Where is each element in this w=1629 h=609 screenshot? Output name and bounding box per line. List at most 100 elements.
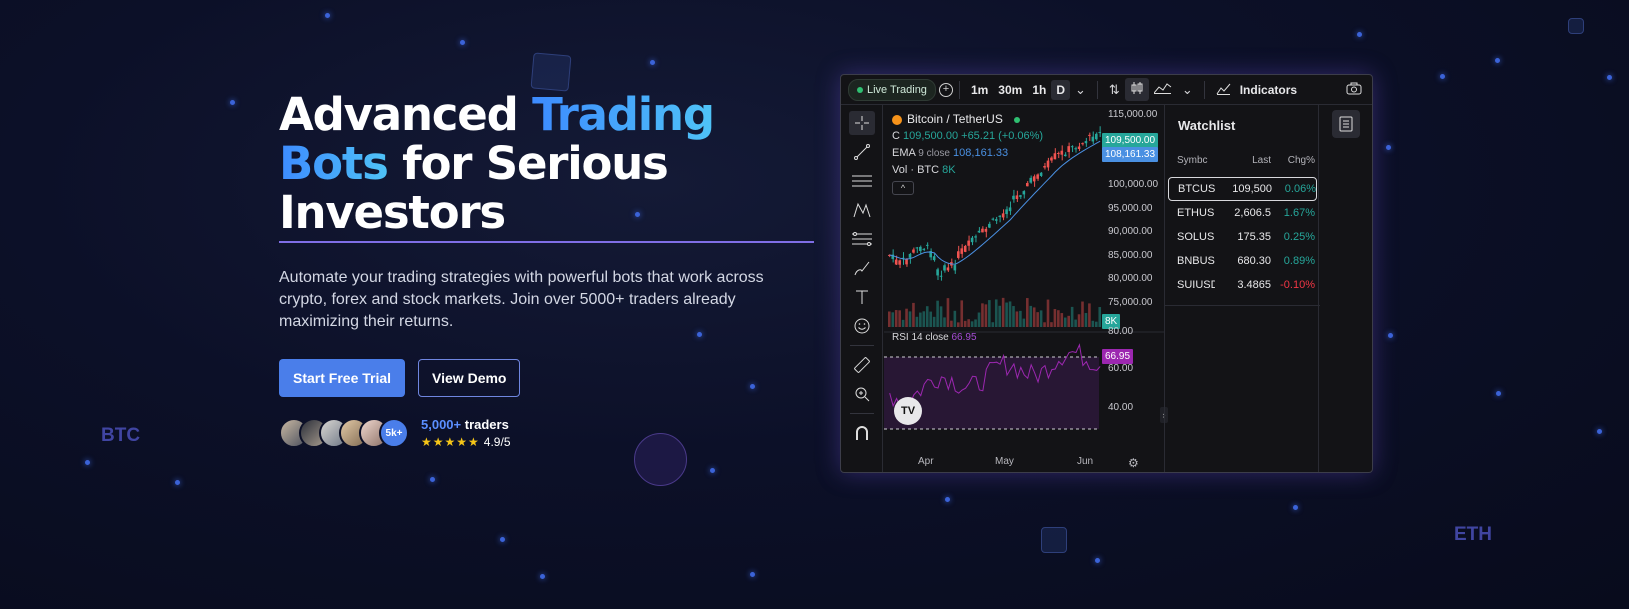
emoji-icon[interactable] <box>849 314 875 338</box>
hero-buttons: Start Free Trial View Demo <box>279 359 819 397</box>
candle-body <box>908 253 912 258</box>
watchlist-row[interactable]: ETHUSDT 2,606.5 1.67% <box>1168 201 1317 225</box>
watchlist-row[interactable]: BNBUSDT 680.30 0.89% <box>1168 249 1317 273</box>
candle-body <box>898 260 901 265</box>
timeframe-1m[interactable]: 1m <box>970 82 989 97</box>
candle-body <box>915 247 919 249</box>
candle-body <box>888 254 891 256</box>
volume-bar <box>1067 315 1070 327</box>
candle-body <box>994 219 998 221</box>
title-highlight-bots: Bots <box>279 137 389 190</box>
ohlc-change: +65.21 (+0.06%) <box>961 130 1044 142</box>
bg-dot <box>1607 75 1612 80</box>
candle-body <box>946 267 950 271</box>
bg-dot <box>1597 429 1602 434</box>
bg-dot <box>430 477 435 482</box>
ema-row: EMA 9 close 108,161.33 <box>892 145 1043 162</box>
rating-value: 4.9/5 <box>483 435 511 449</box>
crosshair-icon[interactable] <box>848 111 875 135</box>
bg-square <box>1568 18 1584 34</box>
bg-dot <box>85 460 90 465</box>
add-symbol-icon[interactable]: + <box>938 82 953 97</box>
volume-bar <box>1081 301 1084 327</box>
ruler-icon[interactable] <box>849 353 875 377</box>
pattern-icon[interactable] <box>849 198 875 222</box>
candle-body <box>925 244 929 246</box>
timeframe-d[interactable]: D <box>1051 79 1070 100</box>
watchlist-row[interactable]: SUIUSDT 3.4865 -0.10% <box>1168 273 1317 297</box>
brush-icon[interactable] <box>849 256 875 280</box>
indicators-button[interactable]: Indicators <box>1239 82 1298 97</box>
collapse-legend-button[interactable]: ^ <box>892 181 914 195</box>
candle-body <box>974 236 977 238</box>
row-last: 680.30 <box>1237 255 1271 267</box>
start-free-trial-button[interactable]: Start Free Trial <box>279 359 406 397</box>
row-last: 109,500 <box>1232 183 1272 195</box>
volume-bar <box>929 311 932 327</box>
hero-title: Advanced Trading Bots for Serious Invest… <box>279 90 814 243</box>
vol-row: Vol · BTC 8K <box>892 162 1043 179</box>
symbol-name[interactable]: Bitcoin / TetherUS <box>907 112 1003 126</box>
volume-bar <box>1077 314 1081 327</box>
price-label: 100,000.00 <box>1108 179 1159 190</box>
row-change: 0.06% <box>1284 183 1316 195</box>
view-demo-button[interactable]: View Demo <box>418 359 521 397</box>
drawing-toolbar <box>841 105 883 472</box>
watchlist-row[interactable]: BTCUSDT 109,500 0.06% <box>1168 177 1317 201</box>
timeframe-1h[interactable]: 1h <box>1032 82 1047 97</box>
zoom-in-icon[interactable] <box>849 382 875 406</box>
volume-bar <box>981 303 984 327</box>
rsi-label: RSI <box>892 332 909 343</box>
settings-gear-icon[interactable]: ⚙ <box>1128 456 1139 470</box>
compare-icon[interactable]: ⇅ <box>1108 81 1120 97</box>
indicators-icon[interactable] <box>1211 82 1236 98</box>
candle-body <box>1081 143 1084 145</box>
watchlist-row[interactable]: SOLUSDT 175.35 0.25% <box>1168 225 1317 249</box>
fib-icon[interactable] <box>849 227 875 251</box>
volume-bar <box>946 298 950 327</box>
chevron-down-icon[interactable]: ⌄ <box>1181 81 1193 97</box>
candle-body <box>1067 146 1070 153</box>
candles-icon[interactable] <box>1124 78 1149 101</box>
text-tool-icon[interactable] <box>849 285 875 309</box>
volume-bar <box>943 317 946 327</box>
price-axis[interactable]: 115,000.00 109,500.00 108,161.33 100,000… <box>1102 105 1164 450</box>
trading-widget: Live Trading + 1m 30m 1h D ⌄ ⇅ ⌄ Indicat… <box>840 74 1373 473</box>
live-trading-label: Live Trading <box>867 83 927 96</box>
volume-bar <box>1019 310 1022 327</box>
volume-bar <box>1001 297 1005 327</box>
chevron-down-icon[interactable]: ⌄ <box>1075 81 1086 97</box>
volume-bar <box>1063 317 1067 327</box>
price-label: 90,000.00 <box>1108 226 1153 237</box>
volume-bar <box>905 308 908 327</box>
candle-body <box>953 265 957 271</box>
horizontal-lines-icon[interactable] <box>849 169 875 193</box>
row-symbol: ETHUSDT <box>1177 207 1215 219</box>
watchlist-toggle-icon[interactable] <box>1331 110 1360 138</box>
volume-bar <box>1043 322 1046 327</box>
candle-body <box>1036 174 1039 179</box>
candle-body <box>929 251 932 258</box>
price-label: 80,000.00 <box>1108 273 1153 284</box>
chart-legend: Bitcoin / TetherUS C 109,500.00 +65.21 (… <box>892 111 1043 197</box>
column-change[interactable]: Chg% <box>1287 155 1315 166</box>
column-last[interactable]: Last <box>1252 155 1271 166</box>
area-chart-icon[interactable] <box>1149 82 1177 97</box>
candle-body <box>1039 172 1043 176</box>
traders-label: traders <box>461 417 509 432</box>
title-part1: Advanced <box>279 88 533 141</box>
watchlist-title: Watchlist <box>1178 118 1236 133</box>
timeframe-30m[interactable]: 30m <box>998 82 1023 97</box>
candle-body <box>919 246 922 252</box>
chart-pane[interactable]: Bitcoin / TetherUS C 109,500.00 +65.21 (… <box>884 105 1164 472</box>
volume-bar <box>915 316 919 327</box>
rsi-params: 14 close <box>911 332 949 343</box>
volume-bar <box>939 306 943 327</box>
magnet-icon[interactable] <box>849 421 875 445</box>
trend-line-icon[interactable] <box>849 140 875 164</box>
camera-icon[interactable] <box>1346 82 1362 98</box>
column-symbol[interactable]: Symbc <box>1177 155 1208 166</box>
traders-count: 5,000+ traders <box>421 417 511 432</box>
volume-bar <box>922 311 926 327</box>
row-symbol: SOLUSDT <box>1177 231 1215 243</box>
